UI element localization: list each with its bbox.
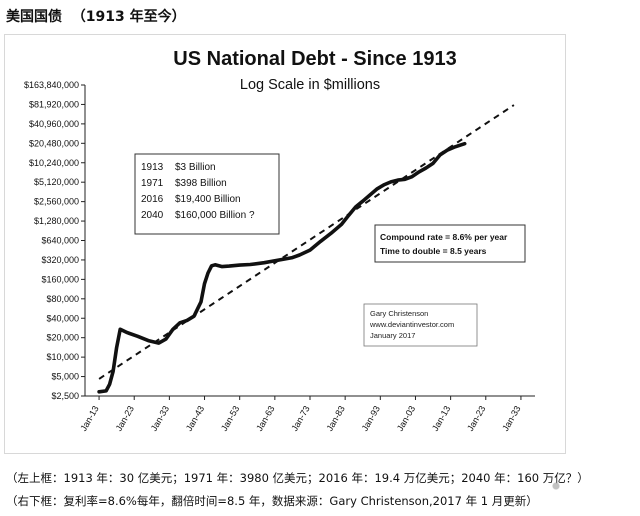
source-date: January 2017 [370, 331, 415, 340]
doubling-time-label: Time to double = 8.5 years [380, 246, 487, 256]
series-layer [97, 104, 515, 394]
y-tick-label: $640,000 [41, 236, 79, 246]
chart-subtitle: Log Scale in $millions [240, 77, 380, 93]
left-box-value: $160,000 Billion ? [175, 210, 255, 221]
debt-chart: US National Debt - Since 1913 Log Scale … [24, 48, 535, 433]
y-tick-label: $5,000 [51, 372, 79, 382]
x-tick-label: Jan-83 [324, 404, 346, 433]
y-tick-label: $10,000 [46, 352, 79, 362]
y-tick-label: $160,000 [41, 274, 79, 284]
x-tick-label: Jan-23 [114, 404, 136, 433]
y-tick-label: $2,560,000 [34, 197, 79, 207]
y-tick-label: $40,000 [46, 313, 79, 323]
x-tick-label: Jan-33 [500, 404, 522, 433]
y-tick-label: $2,500 [51, 391, 79, 401]
x-tick-label: Jan-33 [149, 404, 171, 433]
y-tick-label: $80,000 [46, 294, 79, 304]
y-tick-label: $10,240,000 [29, 158, 79, 168]
x-tick-label: Jan-13 [78, 404, 100, 433]
left-box-value: $19,400 Billion [175, 194, 241, 205]
y-axis-ticks: $2,500 $5,000 $10,000 $20,000 $40,000 $80,000… [24, 80, 85, 401]
y-tick-label: $20,480,000 [29, 138, 79, 148]
y-tick-label: $5,120,000 [34, 177, 79, 187]
x-tick-label: Jan-13 [430, 404, 452, 433]
watermark-icon [546, 480, 566, 492]
caption-line-2: （右下框：复利率=8.6%每年，翻倍时间=8.5 年，数据来源：Gary Chr… [6, 494, 538, 508]
source-url: www.deviantinvestor.com [369, 320, 454, 329]
x-tick-label: Jan-53 [219, 404, 241, 433]
y-tick-label: $320,000 [41, 255, 79, 265]
x-tick-label: Jan-43 [184, 404, 206, 433]
page-title: 美国国债 （1913 年至今） [6, 9, 186, 25]
y-tick-label: $81,920,000 [29, 99, 79, 109]
y-tick-label: $163,840,000 [24, 80, 79, 90]
compound-rate-label: Compound rate = 8.6% per year [380, 232, 508, 242]
y-tick-label: $40,960,000 [29, 119, 79, 129]
x-axis-ticks: Jan-13 Jan-23 Jan-33 Jan-43 Jan-53 Jan-63 Jan-… [78, 396, 523, 433]
left-box-value: $398 Billion [175, 178, 227, 189]
x-tick-label: Jan-23 [465, 404, 487, 433]
source-box: Gary Christenson www.deviantinvestor.com… [363, 303, 478, 347]
source-author: Gary Christenson [370, 309, 428, 318]
y-tick-label: $20,000 [46, 333, 79, 343]
x-tick-label: Jan-73 [289, 404, 311, 433]
left-box-year: 1971 [141, 178, 164, 189]
right-annotation-box: Compound rate = 8.6% per year Time to do… [374, 224, 526, 263]
chart-frame: US National Debt - Since 1913 Log Scale … [4, 34, 566, 454]
left-box-value: $3 Billion [175, 162, 216, 173]
left-box-year: 2016 [141, 194, 164, 205]
x-tick-label: Jan-93 [360, 404, 382, 433]
x-tick-label: Jan-63 [254, 404, 276, 433]
y-tick-label: $1,280,000 [34, 216, 79, 226]
left-box-year: 1913 [141, 162, 164, 173]
trend-line [98, 104, 515, 380]
debt-line [97, 141, 467, 394]
left-annotation-box: 1913 $3 Billion 1971 $398 Billion 2016 $19,40… [134, 153, 280, 235]
x-tick-label: Jan-03 [395, 404, 417, 433]
left-box-year: 2040 [141, 210, 164, 221]
chart-title: US National Debt - Since 1913 [173, 48, 456, 70]
caption-line-1: （左上框：1913 年：30 亿美元；1971 年：3980 亿美元；2016 … [6, 471, 589, 485]
